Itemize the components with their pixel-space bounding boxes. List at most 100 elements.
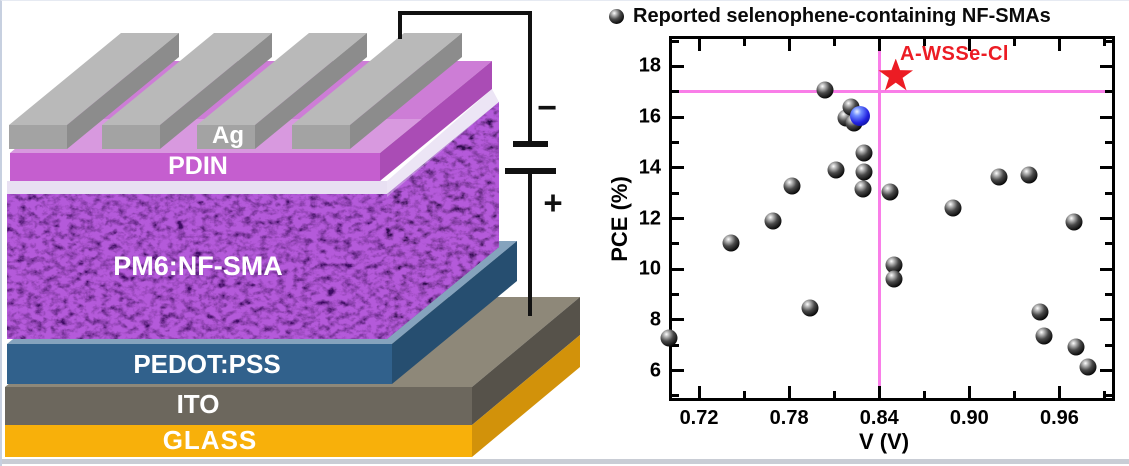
data-point [801,299,819,317]
axis-tick [967,39,971,51]
axis-tick [672,39,679,43]
legend-label: Reported selenophene-containing NF-SMAs [633,5,1051,27]
negative-terminal-label: − [537,89,557,127]
axis-tick [1100,318,1112,322]
pedot-front-face [7,344,392,384]
data-point [855,163,873,181]
plot-frame-bottom [669,398,1115,401]
axis-tick [832,39,836,46]
interface-sheen-side [387,89,499,197]
axis-tick [1102,39,1106,46]
glass-side-face [472,335,580,457]
legend-sphere-icon [609,9,624,24]
axis-tick [1105,140,1112,144]
axis-tick [787,386,791,398]
axis-tick [1100,115,1112,119]
axis-tick [742,391,746,398]
data-point [944,199,962,217]
data-point [1065,213,1083,231]
axis-tick [672,369,684,373]
data-point [1031,303,1049,321]
axis-tick [1012,391,1016,398]
pdin-label: PDIN [168,152,228,180]
data-point [816,81,834,99]
active-layer-side-face [387,102,499,339]
axis-tick [1105,343,1112,347]
plot-frame-top [669,36,1115,39]
axis-tick [1105,242,1112,246]
axis-tick [1102,391,1106,398]
axis-tick [922,391,926,398]
data-point [885,256,903,274]
y-tick-label: 14 [638,156,661,179]
axis-tick [672,191,679,195]
data-point [881,183,899,201]
axis-tick [877,386,881,398]
active-layer-label: PM6:NF-SMA [113,251,283,281]
axis-tick [922,39,926,46]
axis-tick [672,267,684,271]
circuit-wire [398,11,532,316]
data-point [885,270,903,288]
axis-tick [967,386,971,398]
axis-tick [1100,166,1112,170]
plot-frame-right [1112,36,1115,401]
data-point [854,180,872,198]
axis-tick [672,394,679,398]
page-bottom-edge [2,459,1129,464]
device-diagram: − + Ag PDIN PM6:NF-SMA PEDOT:PSS ITO GLA… [5,11,580,457]
pdin-side-face [380,61,492,181]
axis-tick [1105,90,1112,94]
ito-front-face [5,387,472,425]
axis-tick [1100,267,1112,271]
x-tick-label: 0.78 [769,407,809,429]
data-point [1079,358,1097,376]
axis-tick [1105,293,1112,297]
ag-label: Ag [212,122,244,149]
data-point [783,177,801,195]
axis-tick [672,166,684,170]
axis-tick [672,90,679,94]
active-layer-front-face [7,194,387,339]
data-point [855,144,873,162]
crosshair-vertical-line [877,39,881,398]
data-point [764,212,782,230]
y-tick-label: 10 [638,257,661,280]
y-tick-label: 8 [649,308,661,331]
data-point [660,329,678,347]
axis-tick [672,217,684,220]
axis-tick [832,391,836,398]
pdin-front-face [10,153,380,181]
glass-label: GLASS [163,425,258,455]
plot-frame-left [669,36,672,401]
axis-tick [1100,217,1112,220]
axis-tick [672,318,684,322]
axis-tick [1105,191,1112,195]
pedot-label: PEDOT:PSS [133,349,280,379]
data-point-blue [849,105,870,126]
glass-front-face [5,425,472,457]
data-point [1035,327,1053,345]
y-tick-label: 18 [638,54,661,77]
axis-tick [1100,369,1112,373]
axis-tick [787,39,791,51]
axis-tick [672,343,679,347]
data-point [722,234,740,252]
ito-side-face [472,297,580,425]
crosshair-horizontal-line [672,90,1112,94]
data-point [1067,338,1085,355]
x-tick-label: 0.84 [859,407,899,429]
axis-tick [672,293,679,297]
axis-tick [1105,39,1112,43]
axis-tick [1100,64,1112,68]
interface-sheen-front [7,181,387,194]
axis-tick [1012,39,1016,46]
x-tick-label: 0.96 [1039,407,1079,429]
axis-tick [742,39,746,46]
axis-tick [672,140,679,144]
positive-terminal-label: + [543,184,562,221]
ito-label: ITO [177,389,220,419]
data-point [827,161,845,179]
star-annotation-label: A-WSSe-Cl [900,43,1009,65]
